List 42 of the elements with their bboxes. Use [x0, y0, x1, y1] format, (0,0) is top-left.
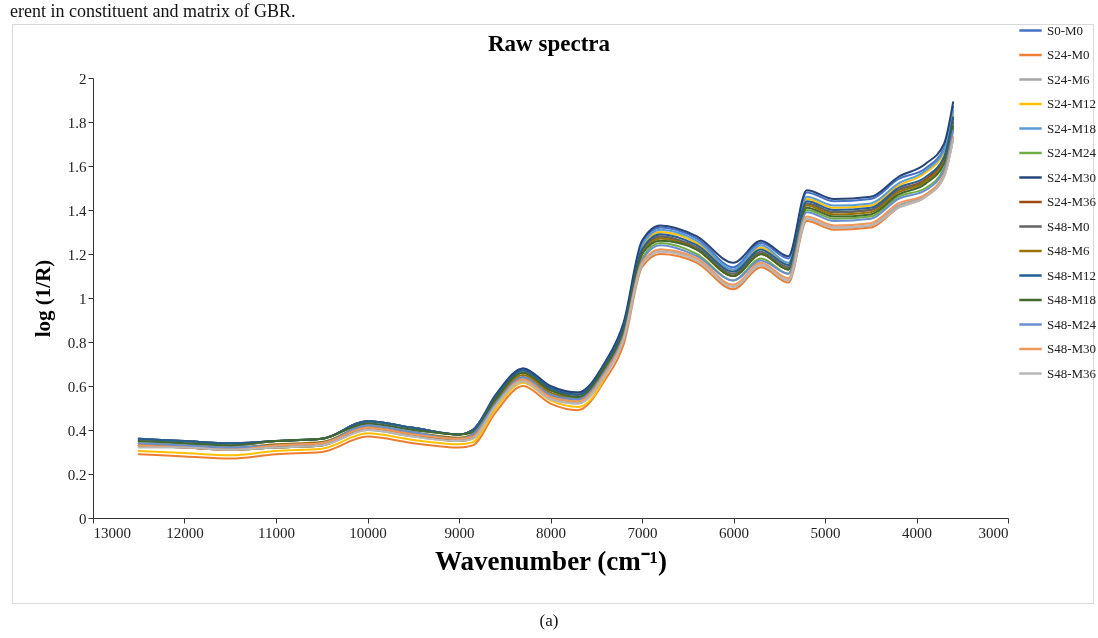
legend-label: S24-M36 [1047, 194, 1097, 209]
legend-label: S48-M18 [1047, 292, 1097, 307]
x-tick-label: 11000 [258, 524, 295, 541]
x-tick-label: 13000 [93, 524, 131, 541]
y-tick-label: 0.8 [67, 334, 87, 351]
text: erent in constituent and matrix of GBR. [10, 0, 296, 22]
text: (a) [538, 610, 560, 632]
y-tick-label: 0.4 [67, 422, 87, 439]
legend-label: S0-M0 [1047, 22, 1084, 38]
y-tick-label: 1 [79, 290, 87, 307]
legend-label: S48-M0 [1047, 218, 1090, 234]
legend-label: S48-M36 [1047, 365, 1097, 381]
x-axis-title: Wavenumber (cm⁻¹) [435, 545, 667, 576]
y-tick-label: 1.8 [67, 114, 87, 131]
x-tick-label: 12000 [166, 524, 204, 541]
legend-label: S24-M24 [1047, 145, 1097, 160]
legend-label: S24-M30 [1047, 169, 1097, 185]
y-axis-title: log (1/R) [30, 259, 55, 338]
y-tick-label: 2 [79, 70, 87, 87]
y-tick-label: 0 [79, 510, 87, 527]
x-tick-label: 5000 [810, 524, 841, 541]
x-tick-label: 9000 [444, 524, 475, 541]
y-tick-label: 1.6 [67, 158, 87, 175]
y-tick-label: 1.2 [67, 246, 87, 263]
legend-label: S48-M24 [1047, 316, 1097, 332]
x-tick-label: 7000 [627, 524, 658, 541]
legend-label: S48-M12 [1047, 267, 1097, 283]
y-tick-label: 0.6 [67, 378, 87, 395]
y-tick-label: 1.4 [67, 202, 87, 219]
x-tick-label: 3000 [978, 524, 1009, 541]
legend-label: S24-M18 [1047, 120, 1097, 136]
x-tick-label: 6000 [719, 524, 749, 541]
chart-title: Raw spectra [488, 31, 610, 56]
legend-label: S24-M6 [1047, 71, 1091, 87]
legend-label: S24-M0 [1047, 47, 1090, 62]
legend-label: S24-M12 [1047, 96, 1097, 111]
legend-label: S48-M30 [1047, 341, 1097, 356]
x-tick-label: 4000 [902, 524, 932, 541]
x-tick-label: 8000 [536, 524, 566, 541]
legend-label: S48-M6 [1047, 243, 1091, 258]
x-tick-label: 10000 [349, 524, 387, 541]
y-tick-label: 0.2 [67, 466, 87, 483]
